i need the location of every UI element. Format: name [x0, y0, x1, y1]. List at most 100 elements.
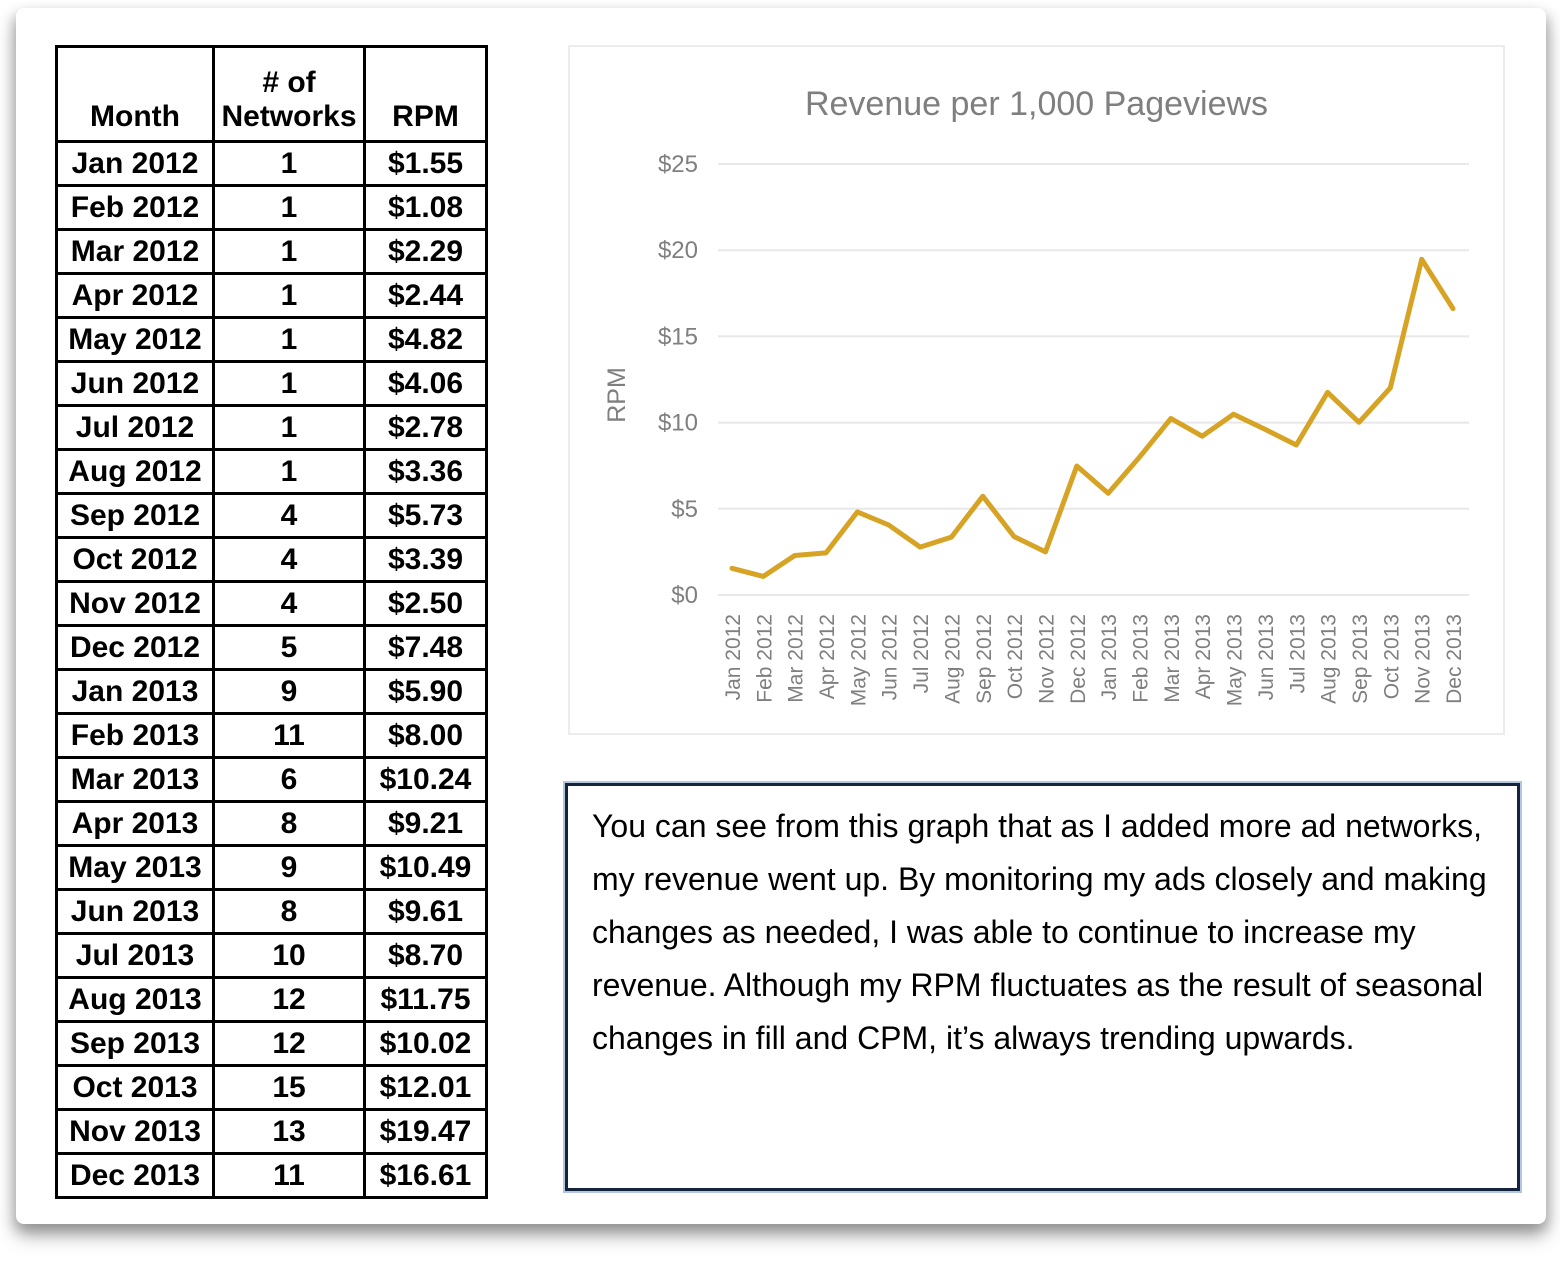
- table-row: Nov 2012 4 $2.50: [55, 580, 488, 627]
- x-tick-label: Oct 2013: [1380, 614, 1403, 699]
- networks-cell: 4: [212, 492, 366, 539]
- x-tick-label: Sep 2012: [973, 614, 996, 704]
- y-tick-label: $20: [658, 237, 698, 264]
- month-cell: Jun 2012: [55, 360, 215, 407]
- chart-title: Revenue per 1,000 Pageviews: [804, 85, 1269, 123]
- month-cell: Oct 2013: [55, 1064, 215, 1111]
- networks-cell: 1: [212, 140, 366, 187]
- networks-cell: 1: [212, 448, 366, 495]
- rpm-cell: $8.00: [363, 712, 488, 759]
- note-box: You can see from this graph that as I ad…: [565, 783, 1520, 1191]
- rpm-cell: $4.06: [363, 360, 488, 407]
- networks-cell: 4: [212, 536, 366, 583]
- rpm-cell: $3.39: [363, 536, 488, 583]
- x-tick-label: Apr 2012: [816, 614, 839, 699]
- x-tick-label: Jan 2012: [722, 614, 745, 700]
- networks-cell: 5: [212, 624, 366, 671]
- networks-cell: 1: [212, 360, 366, 407]
- rpm-cell: $10.02: [363, 1020, 488, 1067]
- month-cell: Jul 2012: [55, 404, 215, 451]
- month-cell: Feb 2013: [55, 712, 215, 759]
- table-row: Jan 2012 1 $1.55: [55, 140, 488, 187]
- x-tick-label: Jan 2013: [1098, 614, 1121, 700]
- table-header-row: Month # of Networks RPM: [55, 45, 488, 143]
- table-row: Jul 2012 1 $2.78: [55, 404, 488, 451]
- y-tick-label: $5: [671, 496, 698, 523]
- rpm-cell: $2.78: [363, 404, 488, 451]
- x-tick-label: Oct 2012: [1004, 614, 1027, 699]
- month-cell: Oct 2012: [55, 536, 215, 583]
- table-row: Jul 2013 10 $8.70: [55, 932, 488, 979]
- networks-cell: 1: [212, 228, 366, 275]
- rpm-cell: $5.90: [363, 668, 488, 715]
- content-card: Month # of Networks RPM Jan 2012 1 $1.55 Feb …: [16, 8, 1546, 1224]
- table-row: May 2012 1 $4.82: [55, 316, 488, 363]
- month-cell: Apr 2013: [55, 800, 215, 847]
- x-tick-label: Nov 2012: [1035, 614, 1058, 704]
- rpm-cell: $10.24: [363, 756, 488, 803]
- x-tick-label: Jul 2012: [910, 614, 933, 693]
- x-tick-label: Feb 2013: [1130, 614, 1153, 703]
- month-cell: Dec 2013: [55, 1152, 215, 1199]
- rpm-cell: $11.75: [363, 976, 488, 1023]
- table-row: Sep 2013 12 $10.02: [55, 1020, 488, 1067]
- table-row: Aug 2013 12 $11.75: [55, 976, 488, 1023]
- table-row: Oct 2013 15 $12.01: [55, 1064, 488, 1111]
- networks-cell: 1: [212, 272, 366, 319]
- table-row: Mar 2013 6 $10.24: [55, 756, 488, 803]
- column-header: Month: [55, 45, 215, 143]
- rpm-cell: $1.55: [363, 140, 488, 187]
- networks-cell: 1: [212, 316, 366, 363]
- table-row: Apr 2012 1 $2.44: [55, 272, 488, 319]
- x-tick-label: Dec 2013: [1443, 614, 1466, 704]
- rpm-cell: $12.01: [363, 1064, 488, 1111]
- networks-cell: 4: [212, 580, 366, 627]
- month-cell: May 2012: [55, 316, 215, 363]
- x-tick-label: Aug 2012: [941, 614, 964, 704]
- networks-cell: 1: [212, 404, 366, 451]
- table-row: Jun 2013 8 $9.61: [55, 888, 488, 935]
- month-cell: Sep 2012: [55, 492, 215, 539]
- month-cell: Jan 2012: [55, 140, 215, 187]
- rpm-cell: $1.08: [363, 184, 488, 231]
- x-tick-label: Dec 2012: [1067, 614, 1090, 704]
- networks-cell: 6: [212, 756, 366, 803]
- table-row: Aug 2012 1 $3.36: [55, 448, 488, 495]
- table-row: Feb 2012 1 $1.08: [55, 184, 488, 231]
- month-cell: May 2013: [55, 844, 215, 891]
- x-tick-label: Jun 2012: [879, 614, 902, 700]
- column-header: RPM: [363, 45, 488, 143]
- x-tick-label: Jul 2013: [1286, 614, 1309, 693]
- rpm-cell: $4.82: [363, 316, 488, 363]
- rpm-table: Month # of Networks RPM Jan 2012 1 $1.55 Feb …: [55, 45, 488, 1199]
- rpm-cell: $9.21: [363, 800, 488, 847]
- table-row: Nov 2013 13 $19.47: [55, 1108, 488, 1155]
- month-cell: Jul 2013: [55, 932, 215, 979]
- x-tick-label: Aug 2013: [1318, 614, 1341, 704]
- networks-cell: 9: [212, 844, 366, 891]
- month-cell: Mar 2013: [55, 756, 215, 803]
- table-row: Dec 2012 5 $7.48: [55, 624, 488, 671]
- networks-cell: 9: [212, 668, 366, 715]
- rpm-line-chart: Revenue per 1,000 Pageviews $0 $5 $10 $15 $2…: [568, 45, 1505, 735]
- x-tick-label: May 2013: [1224, 614, 1247, 706]
- table-row: Jan 2013 9 $5.90: [55, 668, 488, 715]
- y-tick-label: $25: [658, 151, 698, 178]
- y-axis-title: RPM: [603, 367, 631, 423]
- month-cell: Aug 2013: [55, 976, 215, 1023]
- month-cell: Dec 2012: [55, 624, 215, 671]
- rpm-cell: $7.48: [363, 624, 488, 671]
- x-tick-label: Nov 2013: [1412, 614, 1435, 704]
- networks-cell: 12: [212, 1020, 366, 1067]
- y-tick-label: $0: [671, 582, 698, 609]
- month-cell: Aug 2012: [55, 448, 215, 495]
- month-cell: Sep 2013: [55, 1020, 215, 1067]
- table-row: Dec 2013 11 $16.61: [55, 1152, 488, 1199]
- month-cell: Jan 2013: [55, 668, 215, 715]
- networks-cell: 11: [212, 712, 366, 759]
- networks-cell: 8: [212, 888, 366, 935]
- table-row: Mar 2012 1 $2.29: [55, 228, 488, 275]
- rpm-cell: $3.36: [363, 448, 488, 495]
- rpm-cell: $2.50: [363, 580, 488, 627]
- table-row: May 2013 9 $10.49: [55, 844, 488, 891]
